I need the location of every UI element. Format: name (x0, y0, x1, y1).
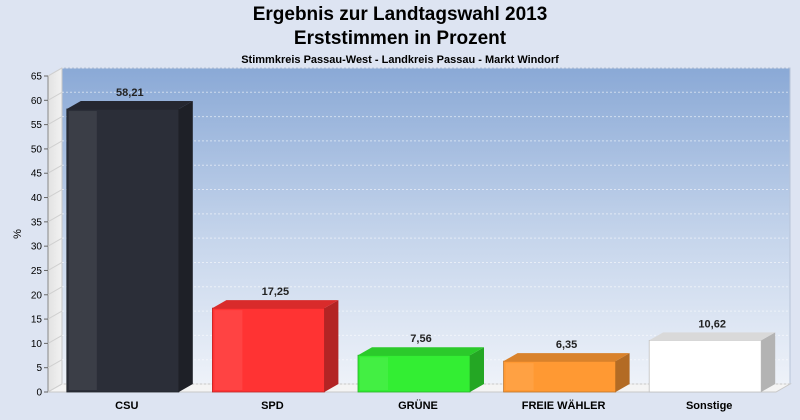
bar-freie-wähler: 6,35 (503, 339, 630, 393)
y-tick-label: 35 (31, 217, 43, 228)
bar-side (178, 101, 193, 392)
bar-highlight (214, 310, 243, 390)
bar-highlight (360, 357, 388, 390)
bar-highlight (651, 342, 679, 390)
bars: 58,21 17,25 7,56 6,35 10,62 (66, 87, 776, 393)
bar-top (66, 101, 193, 110)
y-tick-label: 50 (31, 144, 43, 155)
y-axis-label: % (12, 229, 24, 239)
data-label: 7,56 (410, 333, 431, 345)
grid-line-wall (47, 334, 63, 344)
bar-side (615, 353, 630, 392)
grid-line-wall (47, 67, 63, 77)
grid-line-wall (47, 359, 63, 369)
bar-front (648, 339, 762, 393)
y-axis-ticks: 0 5 10 15 20 25 30 35 40 45 50 55 60 65 (31, 72, 48, 399)
grid-line-wall (47, 91, 63, 101)
grid-line-wall (47, 116, 63, 126)
y-tick-label: 25 (31, 266, 43, 277)
grid-line-wall (47, 237, 63, 247)
chart-title: Ergebnis zur Landtagswahl 2013 (252, 4, 548, 25)
x-tick-label: SPD (261, 400, 284, 412)
bar-spd: 17,25 (211, 286, 339, 393)
bar-highlight (68, 111, 97, 390)
y-tick-label: 0 (36, 388, 42, 399)
y-tick-label: 65 (31, 72, 43, 83)
y-tick-label: 40 (31, 193, 43, 204)
grid-line-wall (47, 140, 63, 150)
data-label: 10,62 (698, 318, 726, 330)
data-label: 6,35 (556, 339, 577, 351)
grid-line-wall (47, 262, 63, 271)
bar-top (503, 353, 630, 362)
bar-grüne: 7,56 (357, 333, 484, 393)
bar-front (66, 108, 180, 393)
bar-side (761, 332, 776, 392)
grid-line-wall (47, 164, 63, 174)
y-tick-label: 20 (31, 290, 43, 301)
grid-line-wall (47, 383, 63, 393)
bar-highlight (505, 363, 534, 390)
grid-line-wall (47, 286, 63, 296)
data-label: 58,21 (116, 87, 144, 99)
bar-top (358, 347, 484, 356)
y-tick-label: 30 (31, 242, 43, 253)
x-tick-label: FREIE WÄHLER (522, 399, 606, 412)
grid-line-wall (47, 189, 63, 198)
y-tick-label: 15 (31, 315, 43, 326)
bar-csu: 58,21 (66, 87, 193, 393)
y-tick-label: 45 (31, 169, 43, 180)
y-tick-label: 10 (31, 339, 43, 350)
chart-title-line2: Erststimmen in Prozent (293, 28, 507, 49)
y-tick-label: 5 (36, 363, 42, 374)
x-tick-label: CSU (115, 400, 138, 412)
bar-top (212, 300, 339, 309)
bar-side (470, 347, 484, 392)
grid-line-wall (47, 213, 63, 223)
bar-top (649, 332, 776, 341)
x-axis-categories: CSU SPD GRÜNE FREIE WÄHLER Sonstige (115, 399, 732, 412)
y-tick-label: 60 (31, 96, 43, 107)
grid-line-wall (47, 310, 63, 320)
bar-front (211, 307, 325, 393)
y-tick-label: 55 (31, 120, 43, 131)
x-tick-label: GRÜNE (398, 399, 438, 412)
chart-subtitle: Stimmkreis Passau-West - Landkreis Passa… (241, 54, 559, 66)
x-tick-label: Sonstige (686, 400, 732, 412)
data-label: 17,25 (262, 286, 290, 298)
bar-side (324, 300, 339, 392)
bar-front (357, 354, 471, 393)
bar-sonstige: 10,62 (648, 318, 776, 393)
